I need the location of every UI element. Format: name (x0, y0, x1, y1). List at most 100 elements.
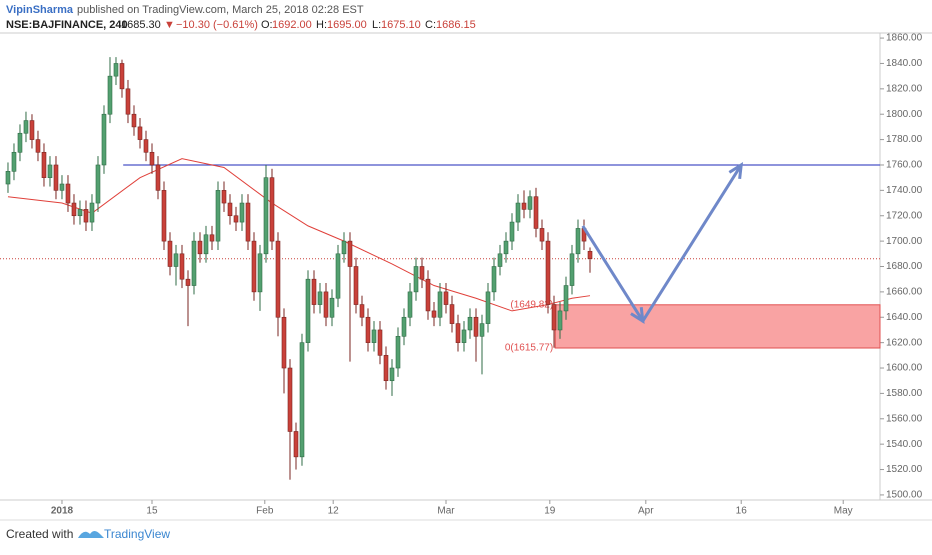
candle-body (227, 202, 233, 217)
candle-body (335, 253, 341, 299)
y-tick-label: 1780.00 (886, 134, 923, 145)
candle-body (545, 240, 551, 305)
y-tick-label: 1820.00 (886, 83, 923, 94)
candle-body (191, 240, 197, 286)
candle-body (149, 151, 155, 166)
candle-body (377, 329, 383, 356)
y-tick-label: 1700.00 (886, 236, 923, 247)
y-tick-label: 1580.00 (886, 388, 923, 399)
candle-body (155, 164, 161, 191)
candle-body (197, 240, 203, 255)
candle-body (467, 316, 473, 331)
candle-body (101, 113, 107, 166)
candle-body (143, 139, 149, 153)
candle-body (35, 139, 41, 153)
candle-body (245, 202, 251, 242)
candle-body (107, 75, 113, 115)
candle-body (449, 304, 455, 324)
y-tick-label: 1760.00 (886, 160, 923, 171)
candle-body (239, 202, 245, 223)
x-tick-label: 19 (544, 506, 556, 517)
candle-body (29, 120, 35, 140)
candle-body (125, 88, 131, 115)
moving-average (7, 158, 591, 312)
candle-body (503, 240, 509, 255)
candle-body (443, 291, 449, 305)
change-arrow: ▼ (164, 19, 175, 31)
candle-body (77, 209, 83, 217)
x-tick-label: 12 (328, 506, 340, 517)
candle-body (161, 190, 167, 242)
candle-body (251, 240, 257, 293)
candle-body (353, 266, 359, 305)
candle-body (11, 151, 17, 172)
candle-body (455, 323, 461, 343)
candle-body (287, 367, 293, 432)
x-tick-label: Mar (437, 506, 455, 517)
candle-body (479, 323, 485, 337)
candle-body (17, 132, 23, 153)
candle-body (383, 355, 389, 382)
brand[interactable]: TradingView (104, 527, 170, 541)
candle-body (233, 215, 239, 223)
candle-body (23, 120, 29, 134)
candle-body (515, 202, 521, 223)
candle-body (83, 209, 89, 223)
candle-body (59, 183, 65, 191)
candle-body (293, 431, 299, 458)
candle-body (281, 316, 287, 369)
candle-body (257, 253, 263, 293)
candle-body (419, 266, 425, 280)
candle-body (323, 291, 329, 318)
candle-body (65, 183, 71, 204)
open-label: O: (261, 19, 273, 31)
x-tick-label: 16 (736, 506, 748, 517)
open-value: 1692.00 (272, 19, 312, 31)
created-with: Created with (6, 527, 73, 541)
candle-body (89, 202, 95, 223)
candle-body (41, 151, 47, 178)
y-tick-label: 1540.00 (886, 439, 923, 450)
candle-body (263, 177, 269, 255)
candle-body (389, 367, 395, 382)
high-label: H: (316, 19, 327, 31)
y-tick-label: 1520.00 (886, 464, 923, 475)
y-tick-label: 1680.00 (886, 261, 923, 272)
arrow-head (630, 306, 645, 324)
candle-body (113, 63, 119, 77)
close-label: C: (425, 19, 436, 31)
low-label: L: (372, 19, 381, 31)
candle-body (5, 171, 11, 185)
candle-body (359, 304, 365, 318)
high-value: 1695.00 (327, 19, 367, 31)
y-tick-label: 1640.00 (886, 312, 923, 323)
candle-body (167, 240, 173, 267)
candle-body (305, 278, 311, 343)
close-value: 1686.15 (436, 19, 476, 31)
change: −10.30 (−0.61%) (176, 19, 258, 31)
candle-body (473, 316, 479, 337)
candle-body (203, 234, 209, 255)
x-tick-label: 15 (146, 506, 158, 517)
candle-body (47, 164, 53, 178)
symbol: NSE:BAJFINANCE, 240 (6, 19, 128, 31)
candle-body (131, 113, 137, 128)
candle-body (137, 126, 143, 140)
y-tick-label: 1660.00 (886, 287, 923, 298)
author[interactable]: VipinSharma (6, 4, 74, 16)
y-tick-label: 1720.00 (886, 210, 923, 221)
candle-body (539, 228, 545, 242)
candle-body (527, 196, 533, 210)
candle-body (401, 316, 407, 337)
y-tick-label: 1600.00 (886, 363, 923, 374)
candle-body (95, 164, 101, 204)
arrow-head (728, 162, 744, 180)
x-tick-label: May (834, 506, 853, 517)
candle-body (209, 234, 215, 242)
candle-body (365, 316, 371, 343)
candle-body (497, 253, 503, 267)
zone-top-label: (1649.82) (510, 299, 553, 310)
candle-body (71, 202, 77, 217)
published: published on TradingView.com, March 25, … (77, 4, 364, 16)
candle-body (299, 342, 305, 458)
